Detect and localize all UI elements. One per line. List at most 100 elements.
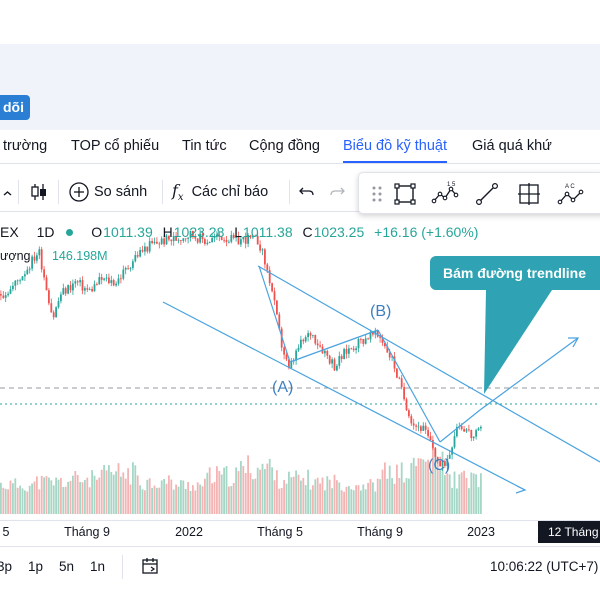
candle <box>60 294 62 302</box>
volume-bar <box>230 486 233 514</box>
candle <box>273 291 276 301</box>
tab-top-stocks[interactable]: TOP cổ phiếu <box>71 138 160 154</box>
candle <box>4 295 7 298</box>
candle <box>422 425 425 431</box>
volume-bar <box>136 475 139 514</box>
candle <box>88 289 91 290</box>
candle <box>355 348 357 351</box>
follow-button[interactable]: dõi <box>0 95 30 120</box>
volume-bar <box>187 482 189 514</box>
candle <box>367 338 369 340</box>
tab-price-history[interactable]: Giá quá khứ <box>472 138 552 154</box>
volume-bar <box>52 485 55 514</box>
volume-bar <box>338 482 341 514</box>
tab-technical-chart[interactable]: Biểu đồ kỹ thuật <box>343 138 447 163</box>
compare-button[interactable]: So sánh <box>68 178 147 206</box>
volume-bar <box>110 471 113 514</box>
rectangle-icon[interactable] <box>391 180 419 208</box>
range-5n[interactable]: 5n <box>59 559 75 574</box>
volume-bar <box>211 483 213 514</box>
volume-bar <box>367 482 369 514</box>
candle <box>170 239 173 242</box>
candle <box>249 235 252 238</box>
candle <box>470 430 473 439</box>
candle <box>225 239 228 243</box>
volume-bar <box>19 485 21 514</box>
tab-community[interactable]: Cộng đồng <box>249 138 320 154</box>
indicators-button[interactable]: fx Các chỉ báo <box>172 178 268 206</box>
volume-bar <box>470 472 473 514</box>
candle <box>64 288 67 294</box>
candle <box>81 280 84 291</box>
candle <box>12 285 14 290</box>
candle <box>316 343 319 346</box>
candle <box>192 231 194 237</box>
candle <box>36 255 38 261</box>
candle <box>408 410 410 417</box>
bottom-bar: 3p 1p 5n 1n 10:06:22 (UTC+7) <box>0 546 600 586</box>
abc-pattern-icon[interactable]: A C <box>557 180 585 208</box>
candle <box>139 249 141 257</box>
volume-bar <box>396 464 398 514</box>
candle <box>446 458 449 466</box>
x-tick: Tháng 9 <box>64 525 110 539</box>
candle <box>283 347 285 355</box>
volume-bar <box>480 473 482 514</box>
candle <box>230 234 233 242</box>
volume-bar <box>67 481 69 514</box>
redo-icon[interactable] <box>328 178 346 206</box>
volume-bar <box>386 478 389 514</box>
volume-bar <box>184 488 187 514</box>
candle <box>72 283 74 291</box>
elliott-wave-icon[interactable]: 1 5 <box>431 180 459 208</box>
volume-bar <box>64 486 67 514</box>
volume-bar <box>276 470 278 514</box>
trendline-icon[interactable] <box>473 180 501 208</box>
volume-bar <box>309 489 312 514</box>
volume-bar <box>252 479 254 514</box>
price-chart[interactable]: (A) (B) (C) <box>0 214 600 520</box>
volume-bar <box>441 451 444 514</box>
volume-bar <box>232 482 235 514</box>
nav-tabs: trường TOP cổ phiếu Tin tức Cộng đồng Bi… <box>0 130 600 164</box>
candle <box>163 238 165 245</box>
candle <box>350 348 353 350</box>
volume-bar <box>93 475 96 514</box>
range-3p[interactable]: 3p <box>0 559 13 574</box>
volume-bar <box>336 480 338 514</box>
tab-market[interactable]: trường <box>3 138 48 154</box>
projection-line <box>479 337 579 411</box>
volume-bar <box>271 467 273 514</box>
volume-bar <box>429 471 432 514</box>
candle <box>146 246 149 252</box>
indicators-label: Các chỉ báo <box>191 184 269 200</box>
candlestick-icon[interactable] <box>28 178 50 206</box>
undo-icon[interactable] <box>298 178 316 206</box>
volume-bar <box>280 488 283 514</box>
candle <box>400 378 403 388</box>
range-1n[interactable]: 1n <box>90 559 106 574</box>
volume-bar <box>38 489 41 514</box>
range-1p[interactable]: 1p <box>28 559 44 574</box>
volume-bar <box>321 477 324 514</box>
drag-handle-icon[interactable] <box>363 180 391 208</box>
tab-news[interactable]: Tin tức <box>182 138 227 154</box>
candle <box>52 312 55 318</box>
goto-date-icon[interactable] <box>140 556 160 576</box>
candle <box>19 280 21 282</box>
candle <box>2 295 5 298</box>
volume-bar <box>117 463 120 514</box>
retest-line <box>439 409 481 443</box>
measure-icon[interactable] <box>515 180 543 208</box>
volume-bar <box>273 480 276 514</box>
candle <box>388 352 391 358</box>
volume-bar <box>204 478 206 514</box>
candle <box>86 288 89 290</box>
volume-bar <box>153 485 156 514</box>
volume-bar <box>216 466 218 514</box>
chevron-down-icon[interactable] <box>0 178 12 206</box>
volume-bar <box>132 462 134 514</box>
candle <box>304 337 307 342</box>
candle <box>115 283 117 286</box>
volume-bar <box>208 467 211 514</box>
